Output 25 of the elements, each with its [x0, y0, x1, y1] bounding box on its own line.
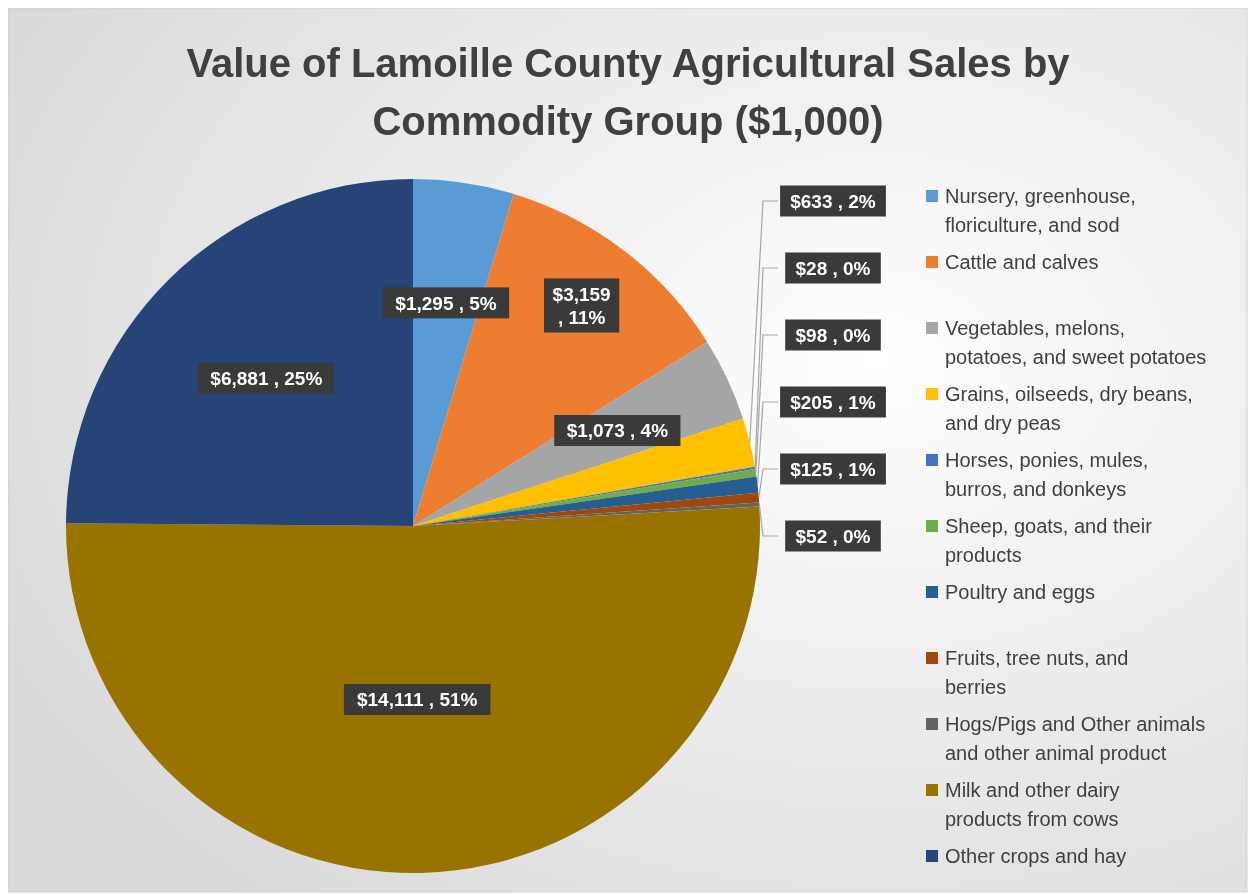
data-label: $125 , 1%	[790, 458, 876, 480]
data-label: $6,881 , 25%	[210, 367, 323, 389]
data-label: $52 , 0%	[795, 525, 871, 547]
legend-label: Poultry and eggs	[945, 581, 1096, 603]
legend-label: Other crops and hay	[945, 845, 1127, 867]
chart-title: Value of Lamoille County Agricultural Sales by Commodity Group ($1,000)	[186, 41, 1071, 143]
data-label: $3,159 , 11%	[552, 283, 611, 328]
pie-slice	[66, 506, 760, 873]
legend-label: Fruits, tree nuts, and berries	[945, 647, 1129, 698]
legend-label: Sheep, goats, and their products	[945, 515, 1153, 566]
data-label: $633 , 2%	[790, 190, 876, 212]
legend-label: Milk and other dairy products from cows	[945, 779, 1120, 830]
data-label: $1,073 , 4%	[566, 420, 669, 442]
legend-label: Cattle and calves	[945, 251, 1099, 273]
legend-label: Vegetables, melons, potatoes, and sweet potatoes	[945, 317, 1207, 368]
data-label: $98 , 0%	[795, 324, 871, 346]
data-label: $14,111 , 51%	[356, 689, 478, 711]
data-label: $28 , 0%	[795, 257, 871, 279]
legend-label: Grains, oilseeds, dry beans, and dry peas	[945, 383, 1193, 434]
pie-slice	[413, 418, 755, 526]
data-label: $205 , 1%	[790, 391, 876, 413]
legend-label: Nursery, greenhouse, floriculture, and sod	[945, 185, 1136, 236]
legend-label: Horses, ponies, mules, burros, and donkeys	[945, 449, 1149, 500]
data-label: $1,295 , 5%	[395, 292, 497, 314]
legend-label: Hogs/Pigs and Other animals and other animal product	[945, 713, 1206, 764]
